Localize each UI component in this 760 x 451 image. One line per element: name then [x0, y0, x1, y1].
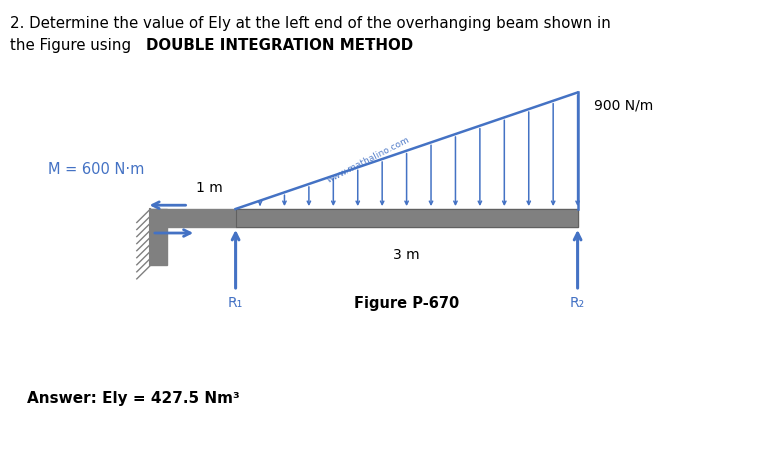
Text: 2. Determine the value of Ely at the left end of the overhanging beam shown in: 2. Determine the value of Ely at the lef…	[10, 16, 611, 31]
Text: R₂: R₂	[570, 296, 585, 310]
Text: DOUBLE INTEGRATION METHOD: DOUBLE INTEGRATION METHOD	[146, 38, 413, 53]
Text: :: :	[369, 38, 374, 53]
Bar	[236, 209, 578, 227]
Text: www.mathalino.com: www.mathalino.com	[326, 135, 411, 185]
Bar	[236, 209, 578, 227]
Bar	[150, 209, 167, 265]
Text: Figure P-670: Figure P-670	[354, 296, 459, 311]
Text: 900 N/m: 900 N/m	[594, 98, 654, 112]
Text: 3 m: 3 m	[393, 248, 420, 262]
Text: R₁: R₁	[228, 296, 243, 310]
Text: the Figure using: the Figure using	[10, 38, 136, 53]
Bar	[150, 209, 236, 227]
Text: M = 600 N·m: M = 600 N·m	[48, 162, 144, 177]
Text: Answer: Ely = 427.5 Nm³: Answer: Ely = 427.5 Nm³	[27, 391, 239, 406]
Text: 1 m: 1 m	[195, 181, 223, 195]
